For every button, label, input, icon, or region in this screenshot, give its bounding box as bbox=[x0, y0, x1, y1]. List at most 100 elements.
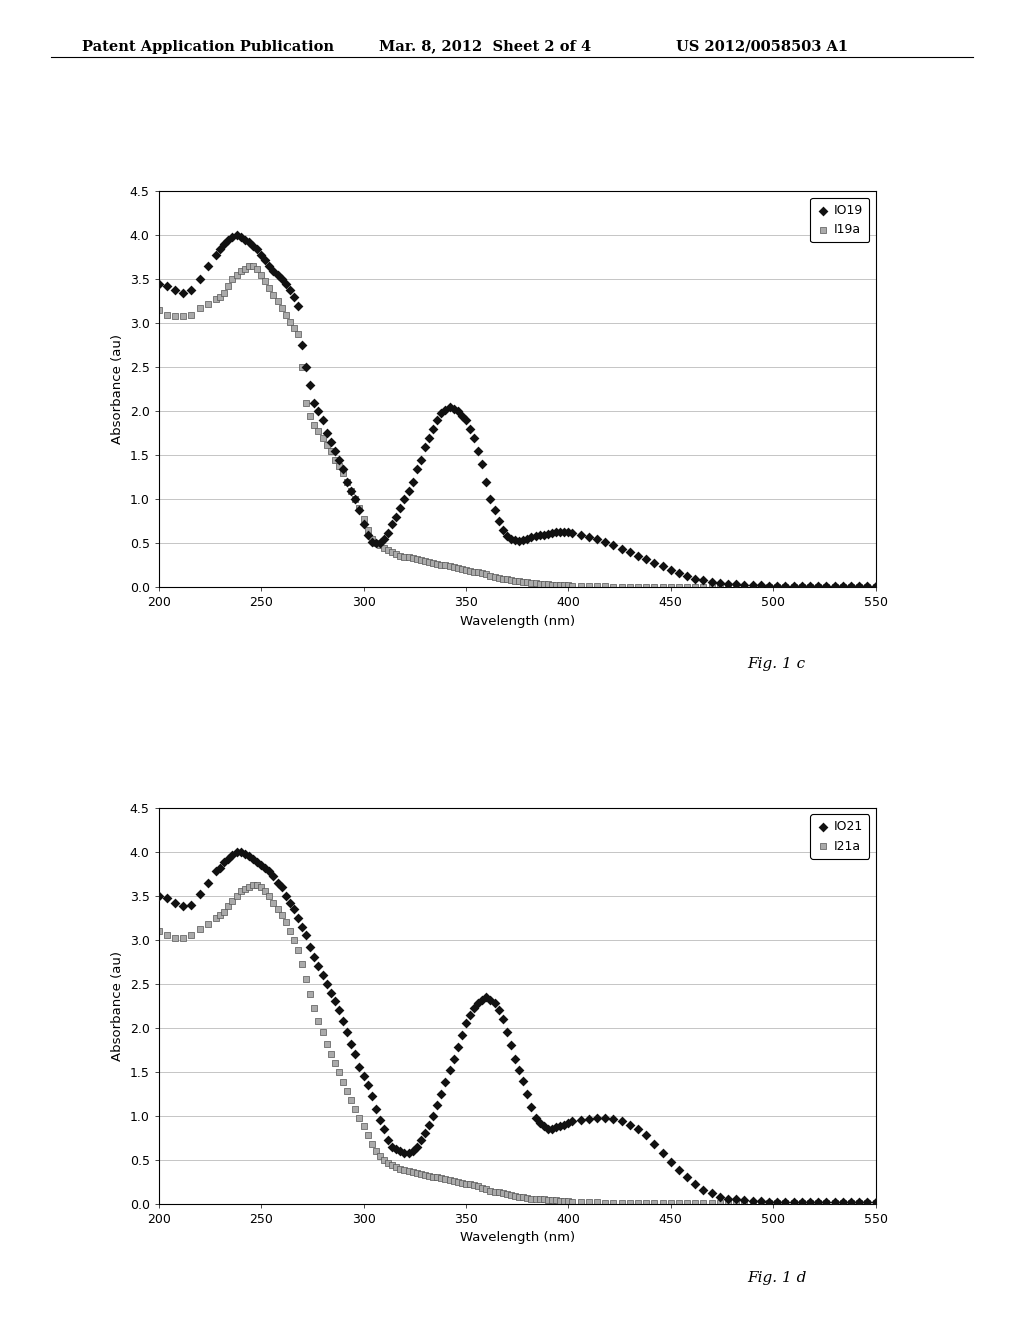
I21a bbox=[703, 1192, 720, 1213]
IO21 bbox=[249, 851, 265, 873]
I21a bbox=[785, 1192, 802, 1213]
I21a bbox=[351, 1107, 368, 1129]
IO19 bbox=[474, 454, 490, 475]
I21a bbox=[228, 886, 245, 907]
IO19 bbox=[359, 524, 376, 545]
I21a bbox=[835, 1192, 851, 1213]
IO21 bbox=[581, 1109, 597, 1130]
IO21 bbox=[552, 1115, 568, 1137]
IO19 bbox=[654, 556, 671, 577]
I19a bbox=[335, 462, 351, 483]
I21a bbox=[544, 1189, 560, 1210]
IO19 bbox=[433, 403, 450, 424]
IO19 bbox=[323, 432, 339, 453]
IO19 bbox=[335, 458, 351, 479]
I19a bbox=[286, 317, 302, 338]
IO19 bbox=[151, 273, 167, 294]
IO21 bbox=[425, 1105, 441, 1126]
I19a bbox=[495, 568, 511, 589]
IO19 bbox=[536, 524, 552, 545]
IO21 bbox=[392, 1140, 409, 1162]
IO21 bbox=[486, 993, 503, 1014]
I19a bbox=[151, 300, 167, 321]
IO21 bbox=[687, 1173, 703, 1195]
I21a bbox=[638, 1192, 654, 1213]
IO19 bbox=[175, 282, 191, 304]
IO21 bbox=[859, 1192, 876, 1213]
I19a bbox=[507, 570, 523, 591]
IO21 bbox=[290, 907, 306, 928]
I21a bbox=[392, 1158, 409, 1179]
IO21 bbox=[331, 999, 347, 1020]
I19a bbox=[851, 576, 867, 597]
I21a bbox=[425, 1166, 441, 1187]
IO21 bbox=[646, 1134, 663, 1155]
I21a bbox=[347, 1098, 364, 1119]
I21a bbox=[458, 1173, 474, 1195]
I19a bbox=[761, 576, 777, 597]
IO19 bbox=[544, 523, 560, 544]
IO19 bbox=[409, 458, 425, 479]
Y-axis label: Absorbance (au): Absorbance (au) bbox=[112, 950, 124, 1061]
IO19 bbox=[777, 576, 794, 597]
I21a bbox=[216, 902, 232, 923]
I19a bbox=[736, 576, 753, 597]
IO19 bbox=[470, 441, 486, 462]
IO21 bbox=[544, 1118, 560, 1139]
I19a bbox=[261, 277, 278, 298]
IO19 bbox=[552, 521, 568, 543]
IO19 bbox=[445, 399, 462, 420]
I19a bbox=[622, 576, 638, 597]
I21a bbox=[470, 1176, 486, 1197]
IO21 bbox=[298, 925, 314, 946]
IO19 bbox=[261, 256, 278, 277]
I19a bbox=[744, 576, 761, 597]
I21a bbox=[282, 920, 298, 941]
I19a bbox=[654, 576, 671, 597]
I19a bbox=[351, 498, 368, 519]
IO19 bbox=[228, 224, 245, 246]
IO21 bbox=[744, 1191, 761, 1212]
IO19 bbox=[343, 480, 359, 502]
I19a bbox=[826, 576, 843, 597]
IO21 bbox=[294, 916, 310, 937]
I21a bbox=[314, 1022, 331, 1043]
IO19 bbox=[495, 520, 511, 541]
I19a bbox=[400, 546, 417, 568]
IO21 bbox=[232, 841, 249, 862]
IO21 bbox=[167, 892, 183, 913]
I21a bbox=[433, 1168, 450, 1189]
I21a bbox=[736, 1192, 753, 1213]
I21a bbox=[490, 1181, 507, 1203]
I19a bbox=[167, 306, 183, 327]
IO21 bbox=[474, 989, 490, 1010]
IO21 bbox=[671, 1160, 687, 1181]
IO19 bbox=[269, 264, 286, 285]
I19a bbox=[364, 528, 380, 549]
IO21 bbox=[404, 1140, 421, 1162]
IO19 bbox=[441, 396, 458, 417]
IO19 bbox=[564, 523, 581, 544]
I19a bbox=[372, 535, 388, 556]
I21a bbox=[413, 1163, 429, 1184]
I21a bbox=[183, 925, 200, 946]
IO21 bbox=[450, 1036, 466, 1057]
I21a bbox=[540, 1189, 556, 1210]
I21a bbox=[224, 891, 241, 912]
IO21 bbox=[560, 1113, 577, 1134]
IO19 bbox=[392, 498, 409, 519]
IO21 bbox=[318, 973, 335, 994]
I19a bbox=[232, 260, 249, 281]
IO19 bbox=[630, 545, 646, 566]
IO21 bbox=[622, 1114, 638, 1135]
IO19 bbox=[421, 428, 437, 449]
IO19 bbox=[200, 256, 216, 277]
I19a bbox=[376, 537, 392, 558]
IO19 bbox=[159, 276, 175, 297]
IO21 bbox=[777, 1192, 794, 1213]
Text: Patent Application Publication: Patent Application Publication bbox=[82, 40, 334, 54]
IO21 bbox=[151, 886, 167, 907]
I21a bbox=[462, 1173, 478, 1195]
I21a bbox=[613, 1192, 630, 1213]
IO19 bbox=[794, 576, 810, 597]
